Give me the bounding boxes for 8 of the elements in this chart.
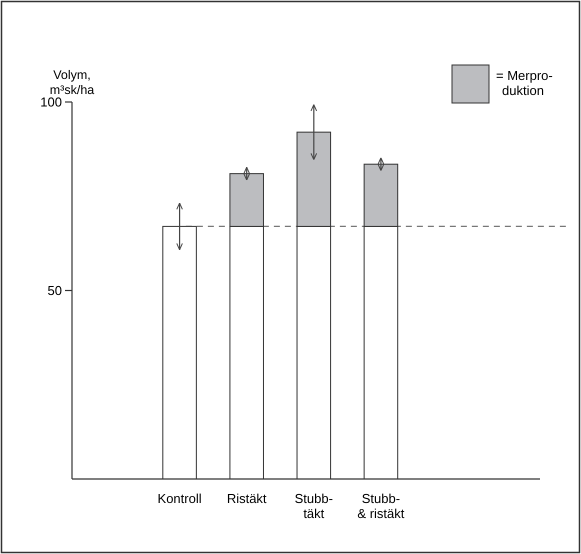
text: = Merpro- duktion <box>496 68 553 98</box>
y-tick-label: 50 <box>48 283 62 298</box>
x-tick-label: Stubb- täkt <box>294 491 333 521</box>
y-tick-label: 100 <box>40 94 62 110</box>
x-tick-label: Stubb- & ristäkt <box>357 491 405 521</box>
x-tick-label: Kontroll <box>158 491 202 506</box>
y-axis-title: Volym, m³sk/ha <box>50 68 94 97</box>
x-tick-label: Ristäkt <box>226 491 267 506</box>
